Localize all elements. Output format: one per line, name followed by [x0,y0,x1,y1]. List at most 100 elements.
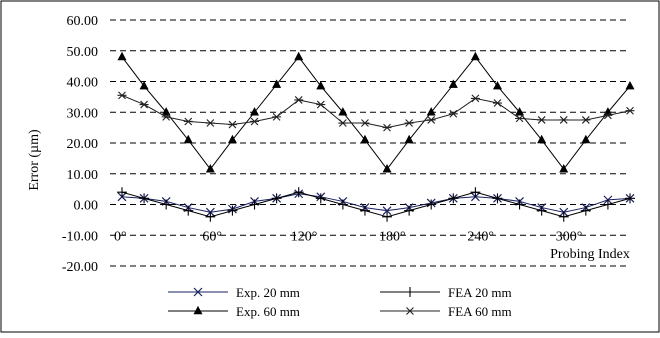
data-point [161,112,171,121]
series-3 [117,91,635,132]
legend-swatch-marker [193,287,203,297]
data-point [404,205,415,216]
legend-item-0: Exp. 20 mm [168,285,300,300]
data-point [117,187,127,198]
data-point [492,80,502,90]
y-tick-label: -20.00 [62,260,98,275]
series-line-1 [121,191,631,218]
data-point [205,211,216,222]
series-line-0 [121,193,631,213]
data-point [250,117,260,126]
data-point [559,116,569,124]
series-2 [117,51,635,173]
x-tick-label: 120° [291,229,318,244]
data-point [315,193,326,204]
data-point [536,205,547,216]
x-tick-label: 0° [114,229,127,244]
data-point [227,134,237,144]
data-point [602,199,613,210]
legend-label: FEA 60 mm [448,304,512,319]
x-tick-label: 300° [556,229,583,244]
x-tick-label: 180° [379,229,406,244]
y-tick-label: 0.00 [74,199,99,214]
series-line-2 [121,56,631,170]
data-point [559,163,569,173]
x-tick-label: 60° [202,229,222,244]
series-1 [117,187,635,222]
data-point [316,100,326,109]
legend-label: Exp. 20 mm [236,285,300,300]
data-point [404,134,414,144]
data-point [338,119,348,127]
data-point [537,116,547,124]
data-point [404,119,414,127]
legend-label: Exp. 60 mm [236,304,300,319]
data-point [603,111,613,120]
data-point [183,134,193,144]
data-point [448,193,459,204]
data-point [294,96,304,104]
data-point [515,107,525,116]
data-point [360,119,370,127]
data-point [470,187,481,198]
data-point [117,51,127,61]
data-point [581,134,591,144]
data-point [139,80,149,90]
data-point [117,91,127,100]
y-tick-label: 10.00 [67,168,99,183]
legend-swatch-marker [405,307,415,315]
data-point [625,193,635,204]
data-point [448,79,458,88]
legend-swatch-marker [405,287,415,297]
data-point [271,193,282,204]
data-point [382,123,392,132]
data-point [359,205,370,216]
y-tick-label: 50.00 [67,45,99,60]
data-point [382,163,392,173]
data-point [470,94,480,103]
x-tick-label: 240° [467,229,494,244]
data-point [337,199,348,210]
data-point [183,205,194,216]
data-point [227,120,237,129]
data-point [250,107,260,116]
x-axis-title: Probing Index [550,247,630,262]
data-point [294,51,304,61]
series-layer [117,51,635,222]
data-point [293,187,304,198]
data-point [426,199,437,210]
data-point [183,117,193,126]
data-point [272,112,282,121]
data-point [492,193,503,204]
data-point [625,80,635,90]
data-point [625,106,635,115]
y-tick-label: 40.00 [67,76,99,91]
y-tick-labels: -20.00 -10.00 0.00 10.00 20.00 30.00 40.00 50.0… [62,14,98,275]
data-point [558,211,569,222]
data-point [426,116,436,124]
y-tick-label: -10.00 [62,229,98,244]
data-point [537,134,547,144]
y-tick-label: 30.00 [67,106,99,121]
data-point [205,119,215,127]
data-point [316,80,326,90]
data-point [514,199,525,210]
data-point [382,206,392,216]
y-axis-title: Error (µm) [27,129,42,191]
grid-layer [110,19,630,267]
data-point [581,116,591,124]
data-point [272,79,282,88]
y-tick-label: 60.00 [67,14,99,29]
data-point [161,199,172,210]
legend-item-1: FEA 20 mm [380,285,512,300]
data-point [161,107,171,116]
data-point [492,99,502,107]
legend-item-2: Exp. 60 mm [168,304,300,319]
legend: Exp. 20 mm FEA 20 mm Exp. 60 mm FEA 60 mm [168,285,512,319]
data-point [360,134,370,144]
data-point [448,109,458,118]
data-point [426,107,436,116]
